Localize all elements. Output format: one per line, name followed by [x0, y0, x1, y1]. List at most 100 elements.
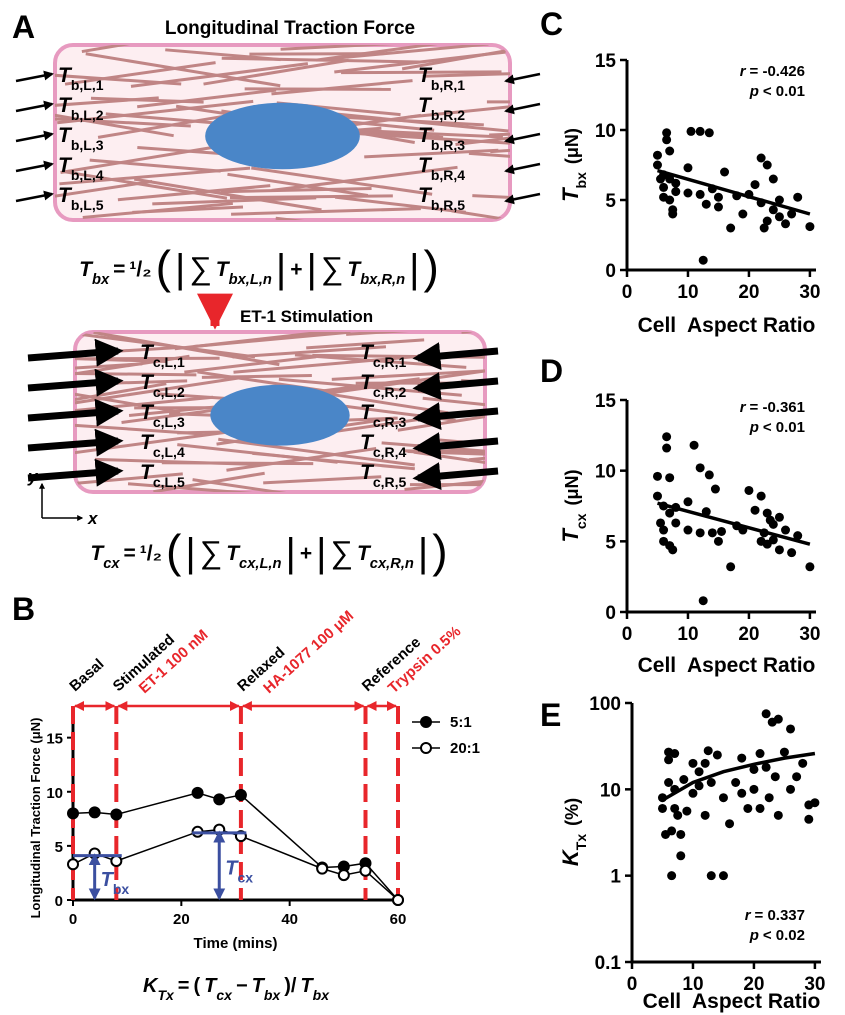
force-label-symbol: T: [140, 371, 155, 394]
panel-label: C: [540, 6, 563, 42]
force-label-symbol: T: [418, 154, 433, 177]
data-point: [88, 806, 101, 819]
force-label-subscript: b,L,4: [71, 167, 104, 183]
fiber: [75, 420, 203, 436]
statistic-text: = 0.337: [755, 907, 805, 924]
fiber: [232, 345, 387, 359]
data-point: [668, 209, 678, 219]
data-point: [774, 512, 784, 522]
force-label-symbol: T: [418, 184, 433, 207]
fiber: [346, 332, 468, 336]
data-point: [744, 485, 754, 495]
force-label-symbol: T: [360, 341, 375, 364]
data-point: [774, 545, 784, 555]
x-tick-label: 0: [69, 911, 77, 928]
force-arrow: [27, 368, 124, 397]
equation-subscript: Tx: [157, 987, 175, 1003]
equation-term: +: [290, 258, 302, 281]
y-tick-label: 15: [46, 731, 63, 748]
fiber: [127, 482, 260, 492]
force-arrow: [504, 162, 541, 175]
force-label: Tb,L,5: [58, 184, 104, 213]
statistic-text: = -0.426: [750, 63, 805, 80]
equation-term: ): [432, 525, 447, 577]
statistic-symbol: r: [740, 63, 747, 80]
fiber: [231, 207, 421, 216]
y-tick-label: 10: [600, 780, 621, 801]
data-point: [234, 789, 247, 802]
equation-term: T: [226, 542, 241, 565]
force-arrow: [504, 72, 541, 85]
y-axis-label: Tbx (μN): [558, 128, 589, 202]
force-label-subscript: c,L,5: [153, 474, 185, 490]
fit-line: [657, 168, 811, 216]
y-tick-label: 0: [55, 893, 63, 910]
equation-term: =: [113, 258, 125, 281]
panel-label: E: [540, 697, 561, 733]
legend-label: 5:1: [450, 714, 472, 731]
data-point: [773, 714, 783, 724]
equation-subscript: cx,R,n: [370, 556, 414, 572]
force-label-symbol: T: [140, 401, 155, 424]
force-arrow: [15, 100, 54, 113]
y-tick-label: 0.1: [595, 953, 622, 974]
data-point: [756, 153, 766, 163]
force-label: Tc,L,2: [140, 371, 185, 400]
force-label: Tb,R,5: [418, 184, 465, 213]
data-point: [804, 814, 814, 824]
equation-term: T: [216, 258, 231, 281]
data-point: [652, 150, 662, 160]
force-label-symbol: T: [140, 461, 155, 484]
legend-marker: [420, 716, 432, 728]
x-axis-label: Cell Aspect Ratio: [638, 314, 816, 337]
force-arrow: [504, 192, 541, 205]
x-tick-label: 0: [622, 624, 633, 645]
data-point: [755, 749, 765, 759]
force-arrow: [504, 132, 541, 145]
x-tick-label: 20: [173, 911, 190, 928]
fiber: [63, 170, 228, 200]
data-point: [768, 535, 778, 545]
data-point: [718, 793, 728, 803]
equation: Tcx = ¹/₂(| ∑ Tcx,L,n | + | ∑ Tcx,R,n |): [90, 525, 447, 577]
equation-term: −: [236, 975, 248, 997]
data-point: [786, 724, 796, 734]
data-point: [726, 223, 736, 233]
data-point: [694, 767, 704, 777]
force-label: Tc,L,1: [140, 341, 185, 370]
data-point: [359, 864, 372, 877]
force-label-symbol: T: [360, 401, 375, 424]
force-label: Tc,R,2: [360, 371, 407, 400]
data-point: [738, 209, 748, 219]
fiber: [55, 115, 191, 128]
data-point: [701, 199, 711, 209]
force-label-symbol: T: [58, 94, 73, 117]
fiber: [422, 396, 485, 415]
force-arrow: [15, 130, 54, 143]
data-point: [686, 126, 696, 136]
fiber: [75, 376, 242, 407]
data-point: [668, 545, 678, 555]
equation-term: ∑: [321, 250, 343, 286]
force-label-symbol: T: [360, 431, 375, 454]
x-tick-label: 10: [677, 282, 698, 303]
data-point: [703, 746, 713, 756]
statistic: p < 0.02: [749, 927, 805, 944]
panel-label: D: [540, 353, 563, 389]
data-point: [67, 858, 79, 871]
data-point: [713, 192, 723, 202]
equation-term: |: [285, 531, 295, 575]
fiber: [75, 395, 214, 413]
force-label: Tb,L,1: [58, 64, 104, 93]
statistic-text: < 0.01: [763, 419, 805, 436]
annotation-label: Tbx: [101, 869, 130, 897]
fiber: [153, 471, 265, 492]
y-tick-label: 0: [605, 603, 616, 624]
x-axis-label: Cell Aspect Ratio: [638, 654, 816, 677]
data-point: [762, 160, 772, 170]
fiber: [85, 52, 281, 88]
y-axis-label: KTx (%): [558, 798, 589, 866]
force-label-subscript: b,R,2: [431, 107, 465, 123]
fiber: [468, 151, 510, 169]
force-label-subscript: c,R,2: [373, 384, 407, 400]
